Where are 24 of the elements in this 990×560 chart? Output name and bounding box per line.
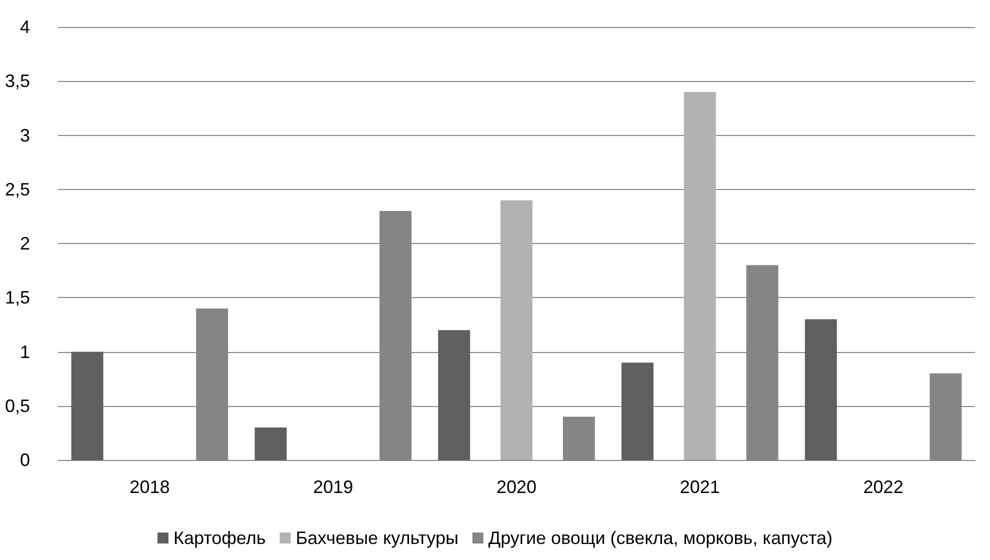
x-tick-label: 2018: [130, 477, 170, 497]
bar: [684, 92, 716, 460]
legend-label: Картофель: [173, 528, 266, 548]
y-tick-label: 3,5: [4, 71, 30, 92]
y-tick-label: 2,5: [4, 179, 30, 200]
y-tick-label: 0,5: [4, 396, 30, 416]
x-tick-label: 2020: [496, 477, 537, 497]
bar: [804, 319, 837, 460]
legend-label: Другие овощи (свекла, морковь, капуста): [488, 528, 833, 548]
y-tick-label: 2: [20, 234, 30, 254]
bar: [438, 330, 470, 460]
bar: [500, 200, 532, 460]
y-tick-label: 3: [20, 125, 30, 146]
bar: [622, 362, 654, 460]
y-tick-label: 1: [20, 342, 30, 362]
x-tick-label: 2019: [313, 477, 354, 497]
bar: [254, 428, 287, 460]
x-tick-label: 2021: [680, 477, 720, 497]
x-tick-label: 2022: [863, 477, 904, 497]
y-tick-label: 1,5: [4, 288, 30, 308]
y-tick-label: 0: [20, 450, 30, 470]
legend-label: Бахчевые культуры: [296, 528, 458, 548]
y-tick-label: 4: [20, 17, 30, 37]
bar: [71, 352, 104, 460]
